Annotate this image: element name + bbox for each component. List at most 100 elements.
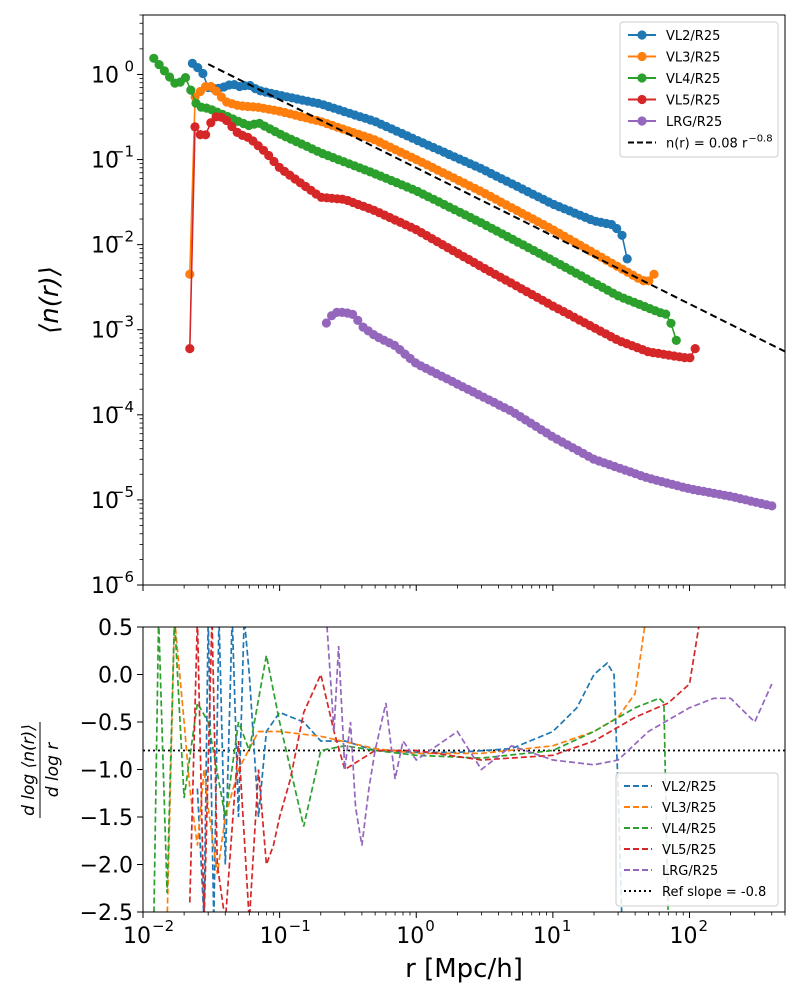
x-tick-exponent: −1 bbox=[289, 917, 311, 935]
top-series-vl5-r25 bbox=[185, 112, 700, 363]
bottom-y-tick-label: −2.0 bbox=[80, 854, 133, 879]
data-point bbox=[186, 85, 196, 95]
top-series-vl4-r25 bbox=[149, 53, 681, 345]
top-ticks: 10−610−510−410−310−210−110 0 bbox=[91, 14, 786, 599]
legend-marker bbox=[637, 116, 647, 126]
data-point bbox=[671, 335, 681, 345]
top-legend-entry: VL5/R25 bbox=[628, 94, 720, 109]
top-y-tick-label: 10 bbox=[91, 319, 119, 344]
x-tick-label: 10 bbox=[123, 924, 151, 949]
data-point bbox=[269, 156, 279, 167]
data-point bbox=[185, 344, 195, 354]
x-tick-label: 10 bbox=[670, 924, 698, 949]
data-point bbox=[661, 309, 671, 319]
top-legend-entry: VL3/R25 bbox=[628, 51, 720, 66]
bottom-legend-label: LRG/R25 bbox=[662, 864, 718, 879]
data-point bbox=[198, 68, 208, 79]
data-point bbox=[666, 318, 676, 328]
x-axis-title: r [Mpc/h] bbox=[405, 954, 523, 984]
bottom-y-tick-label: −1.0 bbox=[80, 759, 133, 784]
data-point bbox=[612, 223, 622, 234]
bottom-legend-label: VL2/R25 bbox=[662, 780, 716, 795]
data-point bbox=[149, 53, 159, 63]
data-point bbox=[185, 269, 195, 279]
data-point bbox=[206, 118, 216, 128]
bottom-y-title-denominator: d log r bbox=[43, 742, 63, 798]
x-tick-exponent: 2 bbox=[699, 917, 709, 935]
bottom-legend-entry: VL5/R25 bbox=[624, 843, 716, 858]
data-point bbox=[353, 315, 363, 325]
top-y-tick-label: 10 bbox=[91, 234, 119, 259]
legend-marker bbox=[637, 30, 647, 40]
data-point bbox=[190, 122, 200, 132]
bottom-y-tick-label: −0.5 bbox=[80, 711, 133, 736]
data-point bbox=[348, 309, 358, 319]
data-point bbox=[193, 63, 203, 73]
bottom-legend-entry: VL2/R25 bbox=[624, 780, 716, 795]
legend-marker bbox=[637, 51, 647, 62]
top-legend-label-exponent: −0.8 bbox=[748, 134, 772, 145]
data-point bbox=[622, 254, 632, 264]
bottom-series-vl3-r25 bbox=[166, 627, 646, 912]
bottom-series-vl5-r25 bbox=[188, 627, 700, 912]
bottom-legend-entry: Ref slope = -0.8 bbox=[624, 885, 766, 900]
data-point bbox=[201, 130, 211, 140]
top-legend-label: VL2/R25 bbox=[666, 29, 720, 44]
top-plot-area bbox=[149, 53, 785, 511]
bottom-ticks: 10 −2 10 −1 10 0 10 1 10 20.50.0−0.5−1.0−1.5−2.0−… bbox=[80, 616, 786, 949]
top-legend-entry: VL4/R25 bbox=[628, 72, 720, 87]
top-legend-label: VL3/R25 bbox=[666, 51, 720, 66]
top-legend-label: n(r) = 0.08 r bbox=[666, 137, 748, 152]
bottom-y-tick-label: −1.5 bbox=[80, 806, 133, 831]
data-point bbox=[154, 60, 164, 70]
top-legend-entry: VL2/R25 bbox=[628, 29, 720, 44]
bottom-series-lrg-r25 bbox=[326, 627, 773, 846]
top-legend-label: LRG/R25 bbox=[666, 115, 722, 130]
top-axes-frame bbox=[142, 14, 786, 586]
bottom-y-tick-label: 0.5 bbox=[98, 616, 133, 641]
x-tick-exponent: 1 bbox=[562, 917, 572, 935]
bottom-legend-label: VL5/R25 bbox=[662, 843, 716, 858]
bottom-y-tick-label: −2.5 bbox=[80, 901, 133, 926]
data-point bbox=[159, 66, 169, 76]
top-y-axis-title: ⟨n(r)⟩ bbox=[35, 266, 65, 334]
x-tick-exponent: 0 bbox=[425, 917, 435, 935]
top-y-tick-label: 10 bbox=[91, 63, 119, 88]
data-point bbox=[321, 318, 331, 328]
top-series-lrg-r25 bbox=[321, 307, 777, 511]
bottom-legend-entry: VL3/R25 bbox=[624, 801, 716, 816]
top-panel: 10−610−510−410−310−210−110 0 ⟨n(r)⟩ VL2/R… bbox=[35, 14, 786, 599]
top-legend-entry: n(r) = 0.08 r −0.8 bbox=[628, 134, 773, 152]
legend-marker bbox=[637, 94, 647, 105]
bottom-legend-box bbox=[615, 772, 779, 907]
bottom-series-vl2-r25 bbox=[196, 627, 623, 912]
top-y-tick-exponent: −4 bbox=[112, 398, 134, 416]
top-y-tick-label: 10 bbox=[91, 404, 119, 429]
bottom-plot-area bbox=[143, 627, 785, 912]
data-point bbox=[685, 353, 695, 363]
data-point bbox=[165, 72, 175, 82]
data-point bbox=[180, 73, 191, 83]
top-y-tick-exponent: 0 bbox=[124, 57, 134, 75]
x-tick-label: 10 bbox=[260, 924, 288, 949]
bottom-panel: 10 −2 10 −1 10 0 10 1 10 20.50.0−0.5−1.0−1.5−2.0−… bbox=[19, 616, 786, 984]
data-point bbox=[211, 86, 221, 96]
top-y-tick-label: 10 bbox=[91, 574, 119, 599]
top-y-tick-exponent: −5 bbox=[112, 483, 134, 501]
top-y-tick-exponent: −3 bbox=[112, 313, 134, 331]
x-tick-exponent: −2 bbox=[152, 917, 174, 935]
top-y-tick-label: 10 bbox=[91, 489, 119, 514]
bottom-legend: VL2/R25 VL3/R25 VL4/R25 VL5/R25 LRG/R25 Ref s… bbox=[615, 772, 779, 907]
top-legend-entry: LRG/R25 bbox=[628, 115, 722, 130]
bottom-legend-entry: VL4/R25 bbox=[624, 822, 716, 837]
data-point bbox=[227, 121, 237, 132]
top-y-tick-exponent: −1 bbox=[112, 143, 134, 161]
data-point bbox=[767, 501, 777, 511]
bottom-legend-label: VL3/R25 bbox=[662, 801, 716, 816]
top-y-tick-label: 10 bbox=[91, 149, 119, 174]
top-series-n-r-0-08-r-0-8 bbox=[207, 63, 785, 353]
x-tick-label: 10 bbox=[396, 924, 424, 949]
bottom-y-tick-label: 0.0 bbox=[98, 664, 133, 689]
bottom-y-axis-title: d log ⟨n(r)⟩ d log r bbox=[19, 722, 63, 818]
top-legend-label: VL4/R25 bbox=[666, 72, 720, 87]
